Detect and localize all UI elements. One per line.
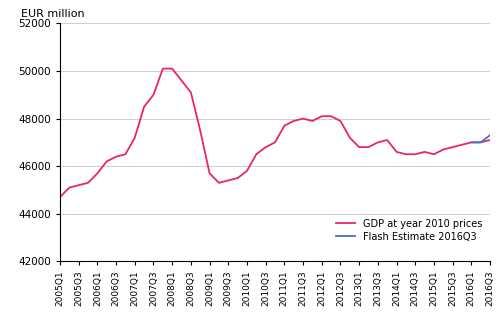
GDP at year 2010 prices [234, 176, 240, 180]
GDP at year 2010 prices [244, 169, 250, 173]
GDP at year 2010 prices [272, 140, 278, 144]
GDP at year 2010 prices [290, 119, 296, 123]
GDP at year 2010 prices [160, 67, 166, 71]
GDP at year 2010 prices [216, 181, 222, 185]
GDP at year 2010 prices [440, 147, 446, 151]
Flash Estimate 2016Q3 [468, 140, 474, 144]
GDP at year 2010 prices [431, 152, 437, 156]
GDP at year 2010 prices [422, 150, 428, 154]
GDP at year 2010 prices [76, 183, 82, 187]
GDP at year 2010 prices [104, 159, 110, 163]
GDP at year 2010 prices [318, 114, 324, 118]
GDP at year 2010 prices [132, 136, 138, 140]
GDP at year 2010 prices [206, 171, 212, 175]
GDP at year 2010 prices [57, 195, 63, 199]
GDP at year 2010 prices [478, 140, 484, 144]
GDP at year 2010 prices [254, 152, 260, 156]
GDP at year 2010 prices [450, 145, 456, 149]
GDP at year 2010 prices [338, 119, 344, 123]
GDP at year 2010 prices [226, 179, 232, 183]
GDP at year 2010 prices [113, 155, 119, 159]
GDP at year 2010 prices [468, 140, 474, 144]
GDP at year 2010 prices [347, 136, 353, 140]
GDP at year 2010 prices [94, 171, 100, 175]
Line: GDP at year 2010 prices: GDP at year 2010 prices [60, 69, 490, 197]
GDP at year 2010 prices [403, 152, 409, 156]
GDP at year 2010 prices [169, 67, 175, 71]
GDP at year 2010 prices [328, 114, 334, 118]
GDP at year 2010 prices [310, 119, 316, 123]
GDP at year 2010 prices [384, 138, 390, 142]
GDP at year 2010 prices [188, 90, 194, 94]
GDP at year 2010 prices [150, 93, 156, 97]
Flash Estimate 2016Q3 [478, 140, 484, 144]
GDP at year 2010 prices [412, 152, 418, 156]
GDP at year 2010 prices [85, 181, 91, 185]
GDP at year 2010 prices [66, 186, 72, 190]
Text: EUR million: EUR million [22, 9, 85, 19]
GDP at year 2010 prices [282, 124, 288, 128]
GDP at year 2010 prices [141, 105, 147, 109]
GDP at year 2010 prices [122, 152, 128, 156]
GDP at year 2010 prices [459, 143, 465, 147]
Flash Estimate 2016Q3 [487, 133, 493, 137]
GDP at year 2010 prices [178, 78, 184, 82]
Line: Flash Estimate 2016Q3: Flash Estimate 2016Q3 [472, 135, 490, 142]
GDP at year 2010 prices [487, 138, 493, 142]
GDP at year 2010 prices [366, 145, 372, 149]
GDP at year 2010 prices [394, 150, 400, 154]
Legend: GDP at year 2010 prices, Flash Estimate 2016Q3: GDP at year 2010 prices, Flash Estimate … [332, 216, 485, 245]
GDP at year 2010 prices [262, 145, 268, 149]
GDP at year 2010 prices [375, 140, 381, 144]
GDP at year 2010 prices [197, 129, 203, 133]
GDP at year 2010 prices [300, 117, 306, 121]
GDP at year 2010 prices [356, 145, 362, 149]
